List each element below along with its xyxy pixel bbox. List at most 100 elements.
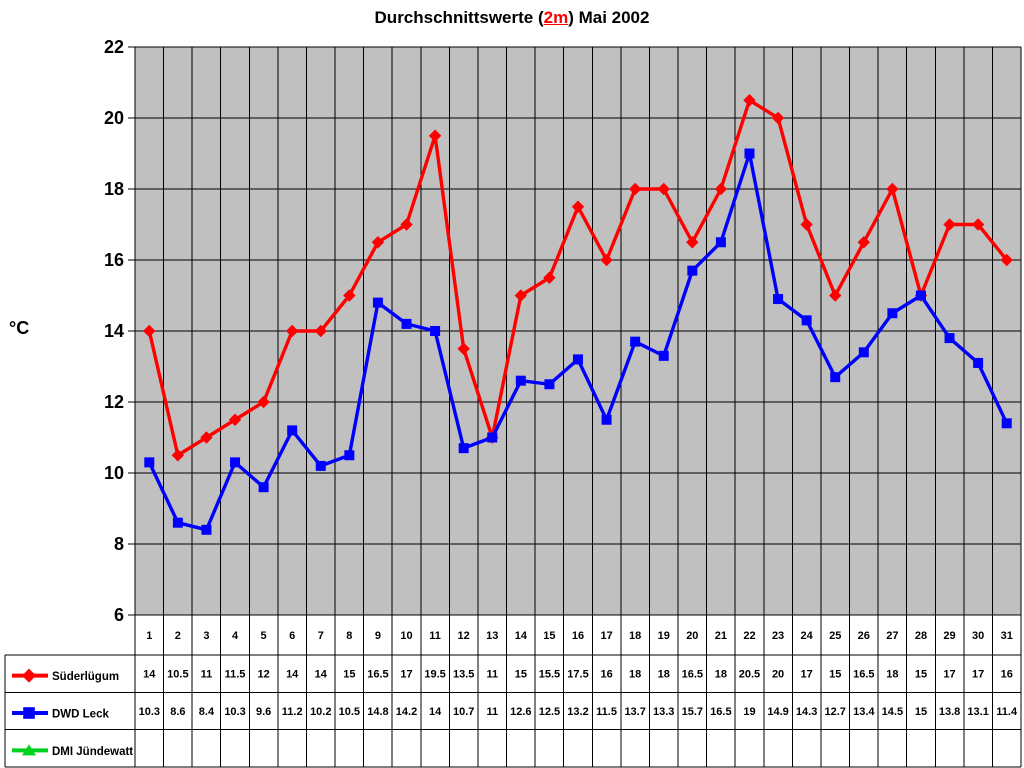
day-label: 10: [400, 630, 412, 642]
day-label: 16: [572, 630, 584, 642]
table-cell-value: 10.2: [310, 706, 331, 718]
table-cell-value: 15: [915, 669, 927, 681]
day-label: 13: [486, 630, 498, 642]
square-marker: [915, 290, 926, 301]
diamond-marker: [600, 253, 613, 267]
square-marker: [715, 237, 726, 248]
table-cell-value: 13.1: [967, 706, 988, 718]
square-marker: [515, 375, 526, 386]
table-cell-value: 16.5: [853, 669, 874, 681]
table-cell-value: 11: [201, 669, 213, 681]
square-marker: [23, 707, 35, 719]
diamond-marker: [943, 218, 956, 231]
data-table: [4, 654, 1021, 768]
day-header-row: 1 2 3 4 5 6 7 8 9 10 11 12 13 14 15 16 17 18 19 20 21 22 23 24 2…: [146, 630, 1013, 642]
diamond-marker: [686, 236, 699, 249]
square-marker: [287, 425, 298, 436]
day-label: 24: [801, 630, 814, 642]
table-cell-value: 17: [801, 669, 813, 681]
square-marker: [658, 350, 669, 361]
title-prefix: Durchschnittswerte (: [374, 8, 544, 27]
diamond-marker: [657, 182, 670, 196]
square-marker: [687, 265, 698, 276]
table-cell-value: 13.5: [453, 669, 474, 681]
day-label: 25: [829, 630, 841, 642]
day-label: 29: [943, 630, 955, 642]
square-marker: [315, 460, 326, 471]
diamond-marker: [285, 324, 299, 338]
diamond-marker: [171, 449, 185, 462]
day-label: 20: [686, 630, 698, 642]
legend-label: DMI Jündewatt: [52, 746, 133, 758]
legend-row-2: DWD Leck: [12, 707, 109, 721]
table-cell-value: 13.2: [567, 706, 588, 718]
table-cell-value: 18: [658, 669, 670, 681]
square-marker: [801, 315, 812, 326]
table-cell-value: 17: [400, 669, 412, 681]
y-tick-label: 14: [104, 321, 124, 341]
diamond-marker: [143, 324, 156, 338]
table-cell-value: 8.6: [170, 706, 185, 718]
table-cell-value: 15.5: [539, 669, 560, 681]
diamond-marker: [371, 236, 385, 249]
day-label: 26: [858, 630, 870, 642]
table-cell-value: 17: [943, 669, 955, 681]
square-marker: [430, 326, 441, 336]
table-cell-value: 17.5: [567, 669, 588, 681]
table-cell-value: 10.7: [453, 706, 474, 718]
diamond-marker: [771, 111, 785, 125]
table-cell-value: 15: [515, 669, 527, 681]
table-cell-value: 17: [972, 669, 984, 681]
table-cell-value: 16.5: [367, 669, 388, 681]
table-cell-value: 10.3: [224, 706, 245, 718]
legend-row-1: Süderlügum: [12, 668, 119, 683]
table-cell-value: 11.5: [225, 669, 246, 681]
day-label: 12: [458, 630, 470, 642]
table-cell-value: 16: [1001, 669, 1013, 681]
table-cell-value: 16.5: [682, 669, 703, 681]
diamond-marker: [514, 289, 528, 302]
day-label: 3: [203, 630, 209, 642]
table-cell-value: 14: [315, 669, 328, 681]
table-values-row-2: 10.3 8.6 8.4 10.3 9.6 11.2 10.2 10.5 14.8 14.2 14 1…: [139, 706, 1018, 718]
diamond-marker: [457, 342, 470, 355]
table-cell-value: 11: [486, 706, 498, 718]
table-values-row-1: 14 10.5 11 11.5 12 14 14 15 16.5 17 19.5 13.5 11 15 15…: [143, 669, 1013, 681]
square-marker: [887, 308, 898, 319]
table-cell-value: 11: [486, 669, 498, 681]
diamond-marker: [428, 129, 442, 142]
table-cell-value: 18: [886, 669, 898, 681]
table-cell-value: 18: [629, 669, 641, 681]
day-label: 14: [515, 630, 528, 642]
table-cell-value: 12.6: [510, 706, 531, 718]
diamond-marker: [829, 289, 842, 302]
square-marker: [1001, 418, 1012, 429]
square-marker: [401, 318, 412, 329]
square-marker: [601, 414, 612, 425]
table-cell-value: 10.5: [167, 669, 188, 681]
y-axis-title: °C: [9, 318, 30, 338]
series-2: [144, 148, 1012, 535]
square-marker: [230, 457, 241, 468]
table-cell-value: 14: [429, 706, 442, 718]
table-cell-value: 12.5: [539, 706, 560, 718]
table-cell-value: 9.6: [256, 706, 271, 718]
diamond-marker: [1000, 253, 1013, 267]
day-label: 28: [915, 630, 927, 642]
table-cell-value: 8.4: [199, 706, 215, 718]
y-tick-label: 16: [104, 250, 124, 270]
day-label: 23: [772, 630, 784, 642]
day-label: 27: [886, 630, 898, 642]
table-cell-value: 15: [915, 706, 927, 718]
table-cell-value: 14: [286, 669, 299, 681]
table-cell-value: 14.5: [882, 706, 903, 718]
day-label: 19: [658, 630, 670, 642]
table-cell-value: 19.5: [424, 669, 445, 681]
square-marker: [973, 357, 984, 368]
square-marker: [630, 336, 641, 347]
day-label: 11: [429, 630, 441, 642]
title-suffix: ) Mai 2002: [568, 8, 650, 27]
day-label: 4: [232, 630, 239, 642]
diamond-marker: [257, 395, 270, 409]
